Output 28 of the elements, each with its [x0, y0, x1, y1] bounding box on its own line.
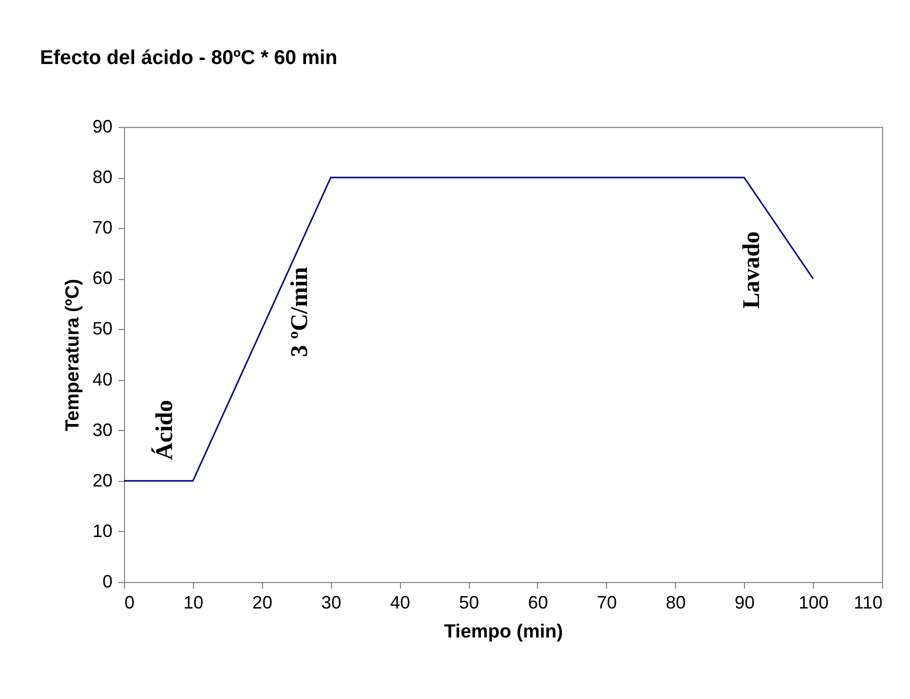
x-tick-label: 40 — [390, 592, 410, 612]
x-tick-label: 100 — [798, 592, 829, 612]
x-tick-label: 90 — [734, 592, 755, 612]
y-tick-label: 10 — [92, 520, 112, 541]
x-tick-label: 30 — [321, 592, 342, 612]
y-axis-title: Temperatura (ºC) — [62, 278, 84, 432]
x-tick-label: 80 — [666, 592, 686, 612]
y-tick-label: 60 — [92, 268, 112, 288]
x-tick-label: 10 — [183, 592, 204, 612]
y-tick-label: 80 — [92, 167, 112, 188]
y-tick-label: 30 — [92, 420, 112, 440]
x-tick-label: 0 — [124, 592, 135, 612]
annotation: 3 ºC/min — [287, 267, 313, 357]
x-tick-label: 70 — [596, 592, 617, 612]
x-tick-label: 20 — [252, 592, 272, 612]
y-tick-label: 90 — [92, 116, 112, 136]
y-tick-label: 0 — [102, 572, 112, 592]
x-tick-label: 50 — [459, 592, 480, 612]
y-tick-label: 40 — [92, 369, 112, 390]
x-axis-title: Tiempo (min) — [444, 622, 563, 642]
x-tick-label: 110 — [854, 592, 882, 612]
x-tick-label: 60 — [528, 592, 548, 612]
y-tick-label: 50 — [92, 318, 112, 339]
annotation: Ácido — [151, 400, 178, 460]
y-tick-label: 20 — [92, 470, 112, 490]
annotation: Lavado — [739, 231, 765, 309]
y-tick-label: 70 — [92, 218, 112, 238]
chart-title: Efecto del ácido - 80ºC * 60 min — [40, 47, 338, 69]
